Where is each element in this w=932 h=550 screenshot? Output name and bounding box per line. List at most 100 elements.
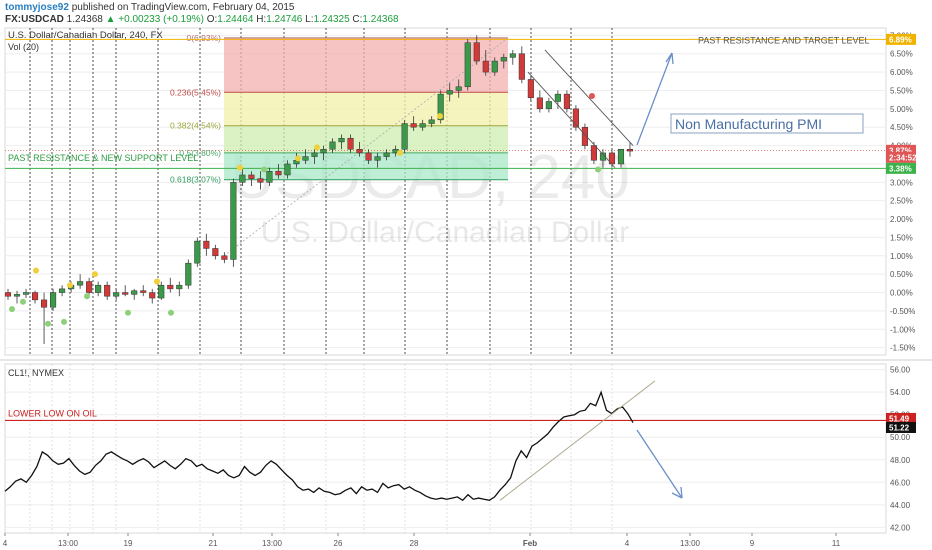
candle-body <box>617 148 625 165</box>
fib-label: 0(6.93%) <box>187 33 222 43</box>
candle-body <box>257 178 264 183</box>
candle-body <box>284 163 291 176</box>
candle <box>455 79 462 98</box>
price-badge-text: 2:34:52 <box>889 153 917 162</box>
y-tick-label: 0.50% <box>890 270 913 279</box>
candle <box>509 50 516 65</box>
candle-body <box>266 171 273 183</box>
fib-zone <box>224 92 508 126</box>
oil-price-badge: 51.49 <box>886 412 916 424</box>
high-value: 1.24746 <box>266 14 303 25</box>
candle <box>275 163 282 179</box>
candle-body <box>563 93 570 110</box>
fib-label: 0.236(5.45%) <box>170 87 221 97</box>
candle <box>284 160 291 179</box>
candle <box>176 281 183 297</box>
candle <box>185 259 192 289</box>
price-badge-text: 3.38% <box>889 164 912 173</box>
candle-body <box>50 292 57 308</box>
price-badge-bg <box>886 33 916 45</box>
annotation-support: PAST RESISTANCE & NEW SUPPORT LEVEL <box>8 153 198 163</box>
fractal-marker <box>45 320 51 327</box>
candle <box>194 237 201 267</box>
oil-pane <box>4 363 887 534</box>
candle-body <box>554 93 561 102</box>
x-tick-label: 13:00 <box>680 539 701 548</box>
candle-body <box>599 152 607 161</box>
annotation-pmi: Non Manufacturing PMI <box>670 113 864 134</box>
x-tick-label: Feb <box>523 539 537 548</box>
candle-body <box>329 141 336 150</box>
open-value: 1.24464 <box>217 14 254 25</box>
candle-body <box>239 174 246 183</box>
candle-body <box>446 90 453 95</box>
candle <box>347 134 354 153</box>
y-tick-label: 4.50% <box>890 123 913 132</box>
candle-body <box>536 97 543 110</box>
volume-label: Vol (20) <box>8 42 39 52</box>
low-label: L: <box>305 14 314 25</box>
candle <box>527 75 534 102</box>
candle-body <box>590 145 597 161</box>
candle <box>581 123 588 150</box>
candle <box>221 252 228 264</box>
fractal-marker <box>33 267 39 274</box>
candle <box>41 292 48 344</box>
y-tick-label: -0.50% <box>890 307 915 316</box>
candle <box>491 57 498 76</box>
candle <box>320 145 327 161</box>
candle-body <box>194 240 201 264</box>
fractal-marker <box>437 113 443 120</box>
y-tick-label: 46.00 <box>890 478 911 487</box>
price-badge: 6.89% <box>886 33 916 45</box>
candle <box>311 149 318 164</box>
y-tick-label: 44.00 <box>890 501 911 510</box>
x-tick-label: 26 <box>334 539 343 548</box>
candle <box>473 35 480 65</box>
candle-body <box>320 148 327 154</box>
author-link[interactable]: tommyjose92 <box>5 2 69 13</box>
fractal-marker <box>397 149 403 156</box>
oil-price-line <box>4 390 634 502</box>
y-tick-label: 48.00 <box>890 456 911 465</box>
candle <box>590 141 597 164</box>
fractal-marker <box>125 309 131 316</box>
candle-body <box>113 292 120 297</box>
candle <box>563 90 570 113</box>
fractal-marker <box>20 298 26 305</box>
y-tick-label: -1.00% <box>890 325 915 334</box>
x-tick-label: 13:00 <box>262 539 283 548</box>
price-badge: 3.87% <box>886 144 916 156</box>
candle-body <box>455 86 462 91</box>
candle-body <box>419 123 426 128</box>
candle-body <box>104 284 111 297</box>
watermark-name: U.S. Dollar/Canadian Dollar <box>261 216 630 249</box>
candle-body <box>338 137 345 143</box>
candle <box>536 90 543 113</box>
candle-body <box>428 119 435 124</box>
y-tick-label: 5.50% <box>890 86 913 95</box>
candle <box>77 274 84 289</box>
candle-body <box>41 299 48 308</box>
published-text: published on TradingView.com, February 0… <box>71 2 295 13</box>
y-tick-label: 2.50% <box>890 197 913 206</box>
candle <box>122 285 129 297</box>
candle-body <box>437 93 444 121</box>
y-tick-label: 2.00% <box>890 215 913 224</box>
open-label: O: <box>206 14 218 25</box>
candle <box>266 167 273 186</box>
candle-body <box>473 42 480 62</box>
x-tick-label: 19 <box>124 539 133 548</box>
fib-zone <box>224 37 508 93</box>
candle-body <box>491 60 498 73</box>
y-tick-label: 0.00% <box>890 289 913 298</box>
candle <box>365 149 372 164</box>
x-tick-label: 21 <box>209 539 218 548</box>
price-badge-text: 6.89% <box>889 35 912 44</box>
candle-body <box>185 262 192 286</box>
close-label: C: <box>352 14 363 25</box>
candle <box>203 233 210 256</box>
fractal-marker <box>589 92 595 99</box>
candle-body <box>347 137 354 150</box>
